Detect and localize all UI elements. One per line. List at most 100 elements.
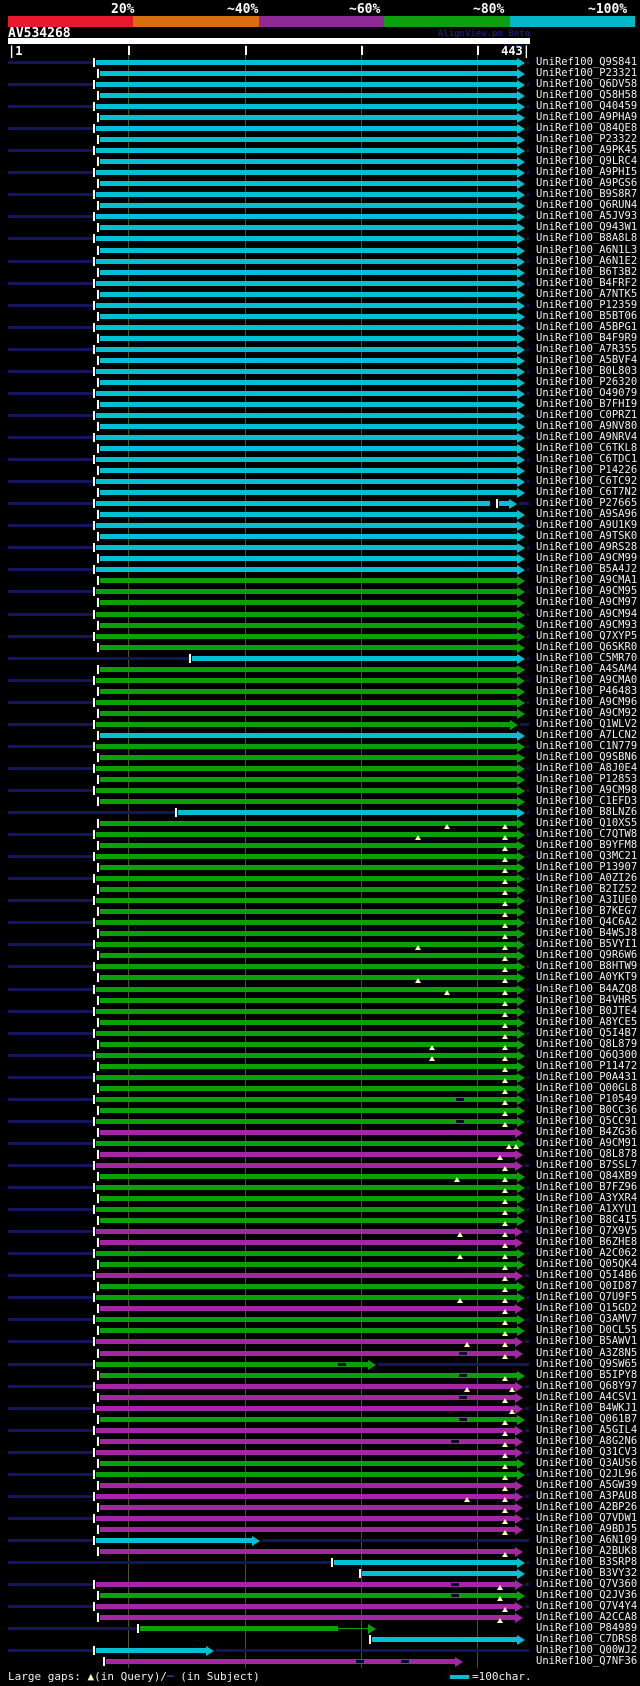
subject-label[interactable]: UniRef100_P12359 [536,299,638,311]
subject-label[interactable]: UniRef100_B0L803 [536,365,638,377]
alignment-bar[interactable] [100,1240,515,1245]
alignment-bar[interactable] [100,865,517,870]
alignment-bar[interactable] [100,1262,517,1267]
alignment-bar[interactable] [100,887,517,892]
alignment-bar[interactable] [100,512,517,517]
alignment-bar[interactable] [100,1086,517,1091]
alignment-bar[interactable] [100,998,517,1003]
subject-label[interactable]: UniRef100_A9CM98 [536,784,638,796]
subject-label[interactable]: UniRef100_Q7VDW1 [536,1512,638,1524]
alignment-bar[interactable] [96,457,517,462]
subject-label[interactable]: UniRef100_B4F9R9 [536,332,638,344]
subject-label[interactable]: UniRef100_A9PK45 [536,144,638,156]
subject-label[interactable]: UniRef100_Q8L879 [536,1038,638,1050]
alignment-bar[interactable] [96,964,517,969]
subject-label[interactable]: UniRef100_P10549 [536,1093,638,1105]
alignment-bar[interactable] [96,1207,517,1212]
subject-label[interactable]: UniRef100_P11472 [536,1060,638,1072]
alignment-bar[interactable] [96,589,517,594]
alignment-bar[interactable] [96,126,517,131]
subject-label[interactable]: UniRef100_A5JV93 [536,210,638,222]
subject-label[interactable]: UniRef100_A9BDJ5 [536,1523,638,1535]
subject-label[interactable]: UniRef100_B0CC36 [536,1104,638,1116]
alignment-bar[interactable] [100,1306,515,1311]
alignment-bar[interactable] [96,236,517,241]
alignment-bar[interactable] [100,1615,515,1620]
alignment-bar[interactable] [100,733,517,738]
subject-label[interactable]: UniRef100_C6TDC1 [536,453,638,465]
subject-label[interactable]: UniRef100_Q5I4B6 [536,1269,638,1281]
subject-label[interactable]: UniRef100_C1EFD3 [536,795,638,807]
alignment-bar[interactable] [100,1042,517,1047]
alignment-bar[interactable] [100,1483,515,1488]
subject-label[interactable]: UniRef100_B5AWV1 [536,1335,638,1347]
alignment-bar[interactable] [100,402,517,407]
alignment-bar[interactable] [100,71,517,76]
subject-label[interactable]: UniRef100_Q84QE8 [536,122,638,134]
alignment-bar[interactable] [96,1097,517,1102]
subject-label[interactable]: UniRef100_Q5CC91 [536,1115,638,1127]
alignment-bar[interactable] [100,137,517,142]
subject-label[interactable]: UniRef100_A5GIL4 [536,1424,638,1436]
alignment-bar[interactable] [100,1218,517,1223]
subject-label[interactable]: UniRef100_P26320 [536,376,638,388]
subject-label[interactable]: UniRef100_B4AZQ8 [536,983,638,995]
subject-label[interactable]: UniRef100_B8A8L8 [536,232,638,244]
alignment-bar[interactable] [100,1549,515,1554]
alignment-bar[interactable] [96,1229,515,1234]
subject-label[interactable]: UniRef100_P12853 [536,773,638,785]
subject-label[interactable]: UniRef100_B3SRP8 [536,1556,638,1568]
alignment-bar[interactable] [96,1538,252,1543]
subject-label[interactable]: UniRef100_B3VY32 [536,1567,638,1579]
alignment-bar[interactable] [96,1406,515,1411]
alignment-bar[interactable] [96,1185,517,1190]
subject-label[interactable]: UniRef100_Q061B7 [536,1413,638,1425]
alignment-bar[interactable] [100,1196,517,1201]
alignment-bar[interactable] [100,203,517,208]
subject-label[interactable]: UniRef100_A0YKT9 [536,971,638,983]
subject-label[interactable]: UniRef100_A7LCN2 [536,729,638,741]
subject-label[interactable]: UniRef100_Q7NF36 [536,1655,638,1667]
alignment-bar[interactable] [96,347,517,352]
alignment-bar[interactable] [96,435,517,440]
subject-label[interactable]: UniRef100_Q9LRC4 [536,155,638,167]
subject-label[interactable]: UniRef100_Q6RUN4 [536,199,638,211]
alignment-bar[interactable] [100,755,517,760]
alignment-bar[interactable] [96,987,517,992]
alignment-bar[interactable] [96,744,517,749]
alignment-bar[interactable] [100,953,517,958]
alignment-bar[interactable] [100,270,517,275]
alignment-bar[interactable] [100,1351,515,1356]
subject-label[interactable]: UniRef100_Q10XS5 [536,817,638,829]
alignment-bar[interactable] [96,1494,515,1499]
subject-label[interactable]: UniRef100_P13907 [536,861,638,873]
alignment-bar[interactable] [100,645,517,650]
subject-label[interactable]: UniRef100_Q2JV36 [536,1589,638,1601]
alignment-bar[interactable] [100,1395,515,1400]
alignment-bar[interactable] [100,777,517,782]
subject-label[interactable]: UniRef100_Q4C6A2 [536,916,638,928]
subject-label[interactable]: UniRef100_Q68Y97 [536,1380,638,1392]
alignment-bar[interactable] [96,1273,515,1278]
alignment-bar[interactable] [100,1152,515,1157]
subject-label[interactable]: UniRef100_P0A431 [536,1071,638,1083]
alignment-bar[interactable] [96,413,517,418]
alignment-bar[interactable] [100,1108,517,1113]
alignment-bar[interactable] [100,1439,515,1444]
alignment-bar[interactable] [96,766,517,771]
subject-label[interactable]: UniRef100_A0ZI26 [536,872,638,884]
alignment-bar[interactable] [100,1527,515,1532]
alignment-bar[interactable] [96,832,517,837]
subject-label[interactable]: UniRef100_A2BP26 [536,1501,638,1513]
subject-label[interactable]: UniRef100_A9CM91 [536,1137,638,1149]
alignment-bar[interactable] [100,909,517,914]
subject-label[interactable]: UniRef100_Q943W1 [536,221,638,233]
alignment-bar[interactable] [100,975,517,980]
alignment-bar[interactable] [100,468,517,473]
alignment-bar[interactable] [499,501,509,506]
alignment-bar[interactable] [96,788,517,793]
subject-label[interactable]: UniRef100_P14226 [536,464,638,476]
alignment-bar[interactable] [100,578,517,583]
alignment-bar[interactable] [96,1516,515,1521]
subject-label[interactable]: UniRef100_Q8L878 [536,1148,638,1160]
